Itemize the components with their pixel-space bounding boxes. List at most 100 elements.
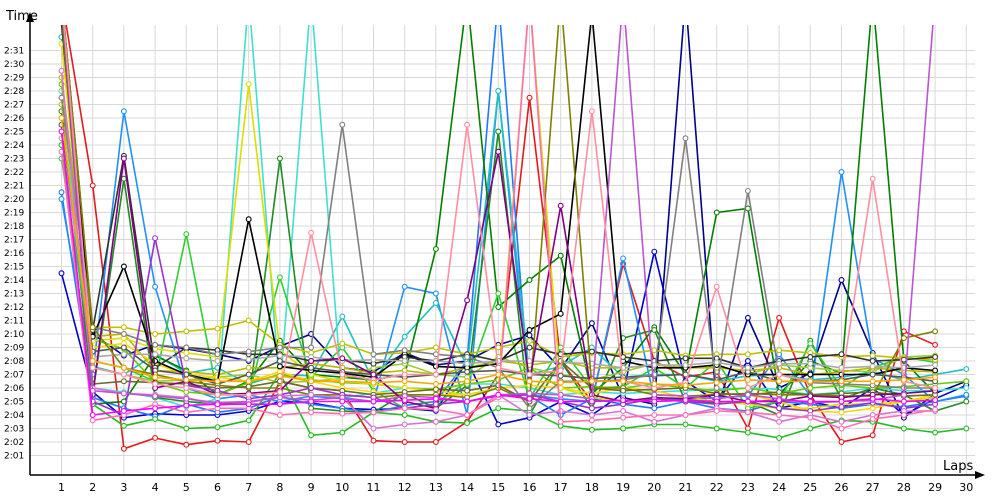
data-point [495, 391, 502, 398]
data-point [776, 418, 783, 425]
data-point [620, 378, 627, 385]
data-point [58, 189, 65, 196]
y-tick-label: 2:16 [4, 249, 24, 259]
series [60, 25, 939, 385]
x-tick-label: 8 [276, 481, 283, 494]
data-point [557, 379, 564, 386]
data-point [682, 135, 689, 142]
y-axis-arrow [26, 12, 34, 22]
data-point [651, 347, 658, 354]
data-point [152, 331, 159, 337]
data-point [588, 108, 595, 115]
data-point [620, 414, 627, 421]
data-point [89, 358, 96, 364]
y-tick-label: 2:14 [4, 276, 24, 286]
data-point [183, 355, 190, 362]
data-point [432, 439, 439, 445]
data-point [58, 128, 65, 135]
data-point [432, 290, 439, 297]
data-point [120, 390, 127, 397]
data-point [526, 277, 533, 283]
x-tick-label: 16 [523, 481, 537, 494]
x-tick-label: 7 [245, 481, 252, 494]
data-point [308, 385, 315, 391]
data-point [245, 216, 252, 223]
data-point [120, 351, 127, 358]
x-tick-label: 19 [616, 481, 630, 494]
series-layer [58, 25, 970, 452]
data-point [308, 391, 315, 398]
data-point [152, 341, 159, 348]
data-point [900, 412, 907, 418]
data-point [932, 374, 939, 381]
data-point [89, 182, 96, 189]
data-point [838, 378, 845, 385]
data-point [932, 362, 939, 368]
data-point [370, 356, 377, 363]
y-tick-label: 2:29 [4, 74, 24, 84]
data-point [308, 409, 315, 416]
data-point [308, 432, 315, 439]
data-point [744, 391, 751, 398]
x-tick-label: 13 [429, 481, 443, 494]
data-point [245, 391, 252, 398]
data-point [900, 425, 907, 432]
data-point [932, 354, 939, 360]
data-point [120, 324, 127, 331]
data-point [807, 385, 814, 391]
data-point [89, 324, 96, 331]
data-point [308, 344, 315, 351]
y-tick-label: 2:10 [4, 330, 24, 340]
data-point [245, 383, 252, 390]
data-point [58, 270, 65, 277]
data-point [869, 432, 876, 439]
data-point [838, 169, 845, 175]
data-point [214, 358, 221, 364]
data-point [713, 379, 720, 386]
data-point [963, 425, 970, 432]
data-point [183, 344, 190, 351]
data-point [464, 354, 471, 360]
data-point [776, 360, 783, 367]
data-point [120, 263, 127, 270]
data-point [557, 367, 564, 374]
data-point [495, 148, 502, 155]
data-point [152, 405, 159, 412]
data-point [963, 366, 970, 373]
data-point [276, 363, 283, 370]
data-point [776, 397, 783, 404]
y-tick-label: 2:25 [4, 128, 24, 138]
data-point [713, 359, 720, 366]
data-point [838, 403, 845, 410]
data-point [776, 314, 783, 321]
data-point [308, 358, 315, 364]
data-point [89, 364, 96, 371]
data-point [495, 364, 502, 371]
y-tick-label: 2:30 [4, 60, 24, 70]
data-point [120, 445, 127, 452]
y-tick-label: 2:27 [4, 101, 24, 111]
y-tick-label: 2:31 [4, 47, 24, 57]
data-point [651, 381, 658, 387]
data-point [620, 354, 627, 360]
x-tick-label: 26 [835, 481, 849, 494]
data-point [900, 356, 907, 363]
data-point [214, 351, 221, 358]
data-point [276, 358, 283, 364]
data-point [401, 358, 408, 364]
data-point [464, 121, 471, 128]
data-point [620, 425, 627, 432]
data-point [58, 115, 65, 121]
data-point [900, 391, 907, 398]
data-point [869, 358, 876, 364]
data-point [526, 378, 533, 385]
data-point [183, 376, 190, 383]
y-tick-label: 2:07 [4, 371, 24, 381]
data-point [339, 429, 346, 436]
y-tick-label: 2:17 [4, 236, 24, 246]
x-tick-labels: 1 2 3 4 5 6 7 8 9 10 11 12 13 14 15 16 17 18 19 20 21 22 23 24 2… [58, 481, 973, 494]
data-point [557, 418, 564, 425]
data-point [58, 94, 65, 101]
data-point [588, 405, 595, 412]
data-point [339, 398, 346, 405]
